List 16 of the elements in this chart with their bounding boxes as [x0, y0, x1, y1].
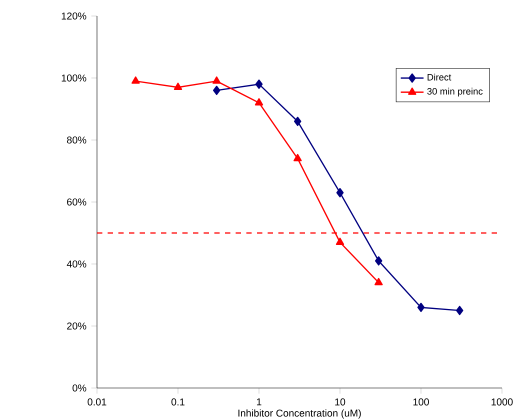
legend-label: Direct [428, 74, 452, 81]
legend-label: 30 min preinc [427, 88, 483, 96]
y-tick-label: 100% [62, 74, 86, 82]
x-tick-label: 100 [413, 398, 429, 406]
x-tick-label: 1 [256, 398, 262, 406]
x-tick-label: 10 [335, 398, 346, 406]
y-tick-label: 20% [67, 322, 86, 330]
x-axis-title: Inhibitor Concentration (uM) [238, 409, 361, 419]
x-tick-label: 0.01 [88, 398, 106, 406]
y-tick-label: 0% [72, 384, 86, 392]
x-tick-label: 0.1 [171, 398, 184, 406]
y-tick-label: 40% [66, 260, 86, 268]
y-tick-label: 120% [62, 12, 86, 20]
x-tick-label: 1000 [492, 398, 513, 406]
y-tick-label: 60% [67, 198, 86, 206]
y-tick-label: 80% [67, 136, 86, 144]
